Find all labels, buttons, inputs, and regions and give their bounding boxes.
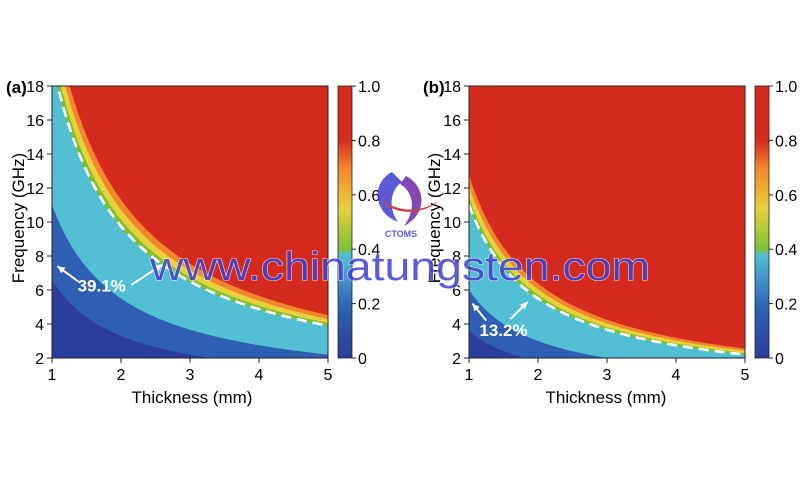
x-tick-label: 5 [741, 367, 750, 384]
y-tick-label: 8 [452, 249, 461, 266]
annotation-arrow-1 [130, 263, 163, 286]
y-tick-label: 12 [26, 181, 44, 198]
colorbar-tick-label: 0.4 [775, 242, 797, 259]
x-tick-label: 3 [603, 367, 612, 384]
x-tick-label: 4 [255, 367, 264, 384]
x-tick-label: 5 [324, 367, 333, 384]
heatmap-band-3 [52, 86, 328, 358]
y-tick-label: 14 [26, 147, 44, 164]
boundary-dashed-line [469, 204, 745, 356]
panel-b-colorbar: 0 0.2 0.4 0.6 0.8 1.0 [754, 79, 797, 368]
y-tick-label: 16 [26, 113, 44, 130]
x-tick-label: 2 [117, 367, 126, 384]
annotation-arrow-0 [56, 265, 79, 283]
panel-b-y-axis-label: Frequency (GHz) [425, 153, 444, 283]
panel-a-x-ticks: 1 2 3 4 5 [48, 358, 333, 384]
heatmap-band-3 [469, 206, 745, 358]
panel-b-x-ticks: 1 2 3 4 5 [465, 358, 750, 384]
panel-b-y-ticks: 2 4 6 8 10 12 14 16 18 [443, 79, 469, 368]
colorbar-tick-label: 0.4 [358, 242, 380, 259]
y-tick-label: 18 [443, 79, 461, 96]
x-tick-label: 4 [672, 367, 681, 384]
heatmap-band-5 [52, 279, 328, 358]
panel-a-y-axis-label: Frequency (GHz) [9, 153, 28, 283]
colorbar-tick-label: 0.8 [775, 133, 797, 150]
panel-b-label: (b) [423, 78, 445, 97]
panel-a-x-axis-label: Thickness (mm) [132, 388, 253, 407]
x-tick-label: 1 [465, 367, 474, 384]
watermark-logo-icon [377, 172, 440, 226]
annotation-arrow-1 [509, 301, 529, 320]
annotation-arrow-0 [471, 302, 488, 322]
colorbar-tick-label: 0.6 [775, 188, 797, 205]
panel-b-x-axis-label: Thickness (mm) [546, 388, 667, 407]
colorbar-tick-label: 0.2 [775, 297, 797, 314]
x-tick-label: 1 [48, 367, 57, 384]
colorbar-tick-label: 0 [358, 351, 367, 368]
panel-b-heatmap: 13.2% [468, 85, 746, 359]
heatmap-band-4 [469, 290, 745, 358]
y-tick-label: 6 [35, 283, 44, 300]
y-tick-label: 16 [443, 113, 461, 130]
colorbar-tick-label: 1.0 [775, 79, 797, 96]
x-tick-label: 3 [186, 367, 195, 384]
y-tick-label: 4 [452, 317, 461, 334]
watermark-site-text: www.chinatungsten.com [149, 245, 650, 289]
panel-a-colorbar: 0 0.2 0.4 0.6 0.8 1.0 [337, 79, 380, 368]
panel-a-heatmap: 39.1% [51, 85, 329, 359]
colorbar-tick-label: 1.0 [358, 79, 380, 96]
panel-a-label: (a) [6, 78, 27, 97]
y-tick-label: 2 [35, 351, 44, 368]
colorbar-tick-label: 0.6 [358, 188, 380, 205]
colorbar-tick-label: 0.8 [358, 133, 380, 150]
y-tick-label: 10 [26, 215, 44, 232]
y-tick-label: 4 [35, 317, 44, 334]
colorbar-tick-label: 0 [775, 351, 784, 368]
y-tick-label: 14 [443, 147, 461, 164]
y-tick-label: 8 [35, 249, 44, 266]
watermark-logo-text: CTOMS [385, 229, 417, 239]
watermark: CTOMS www.chinatungsten.com [148, 172, 651, 290]
heatmap-band-5 [469, 330, 745, 358]
heatmap-band-4 [52, 205, 328, 358]
annotation-label: 39.1% [78, 277, 126, 296]
colorbar-tick-label: 0.2 [358, 297, 380, 314]
y-tick-label: 10 [443, 215, 461, 232]
y-tick-label: 6 [452, 283, 461, 300]
boundary-dashed-line [56, 86, 328, 327]
y-tick-label: 2 [452, 351, 461, 368]
y-tick-label: 12 [443, 181, 461, 198]
colorbar-gradient [754, 85, 770, 359]
annotation-label: 13.2% [479, 321, 527, 340]
x-tick-label: 2 [534, 367, 543, 384]
panel-a-y-ticks: 2 4 6 8 10 12 14 16 18 [26, 79, 52, 368]
y-tick-label: 18 [26, 79, 44, 96]
colorbar-gradient [337, 85, 353, 359]
